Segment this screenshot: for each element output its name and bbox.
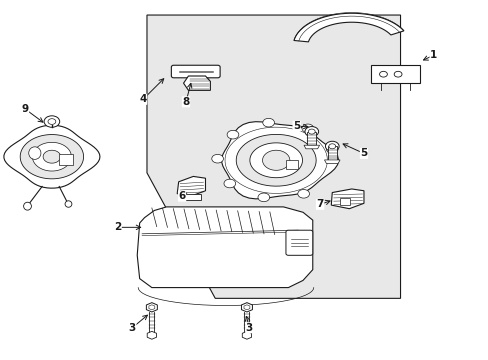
Polygon shape [236, 134, 316, 186]
Circle shape [325, 145, 337, 153]
FancyBboxPatch shape [327, 146, 336, 160]
Ellipse shape [23, 202, 31, 210]
Polygon shape [324, 160, 339, 163]
Ellipse shape [29, 147, 41, 159]
Polygon shape [221, 122, 338, 199]
Polygon shape [244, 305, 249, 310]
Circle shape [393, 71, 401, 77]
Polygon shape [177, 176, 205, 196]
FancyBboxPatch shape [59, 154, 73, 165]
FancyBboxPatch shape [285, 230, 312, 255]
FancyBboxPatch shape [339, 198, 349, 205]
Ellipse shape [65, 201, 72, 207]
Polygon shape [262, 150, 289, 170]
Polygon shape [148, 305, 155, 310]
Text: 7: 7 [316, 199, 323, 210]
Polygon shape [183, 76, 210, 90]
FancyBboxPatch shape [285, 160, 298, 169]
Circle shape [258, 193, 269, 202]
Circle shape [297, 189, 309, 198]
Text: 9: 9 [21, 104, 29, 114]
Circle shape [211, 154, 223, 163]
Circle shape [328, 144, 335, 149]
Polygon shape [43, 150, 61, 163]
Circle shape [379, 71, 386, 77]
Text: 8: 8 [182, 97, 189, 107]
Polygon shape [293, 13, 403, 42]
Text: 1: 1 [429, 50, 436, 60]
Text: 6: 6 [178, 191, 185, 201]
Text: 3: 3 [128, 323, 136, 333]
FancyBboxPatch shape [307, 132, 316, 145]
Polygon shape [330, 189, 363, 209]
Polygon shape [147, 15, 400, 298]
FancyBboxPatch shape [181, 194, 200, 200]
Circle shape [302, 124, 313, 132]
Circle shape [224, 179, 235, 188]
Circle shape [325, 141, 338, 151]
Circle shape [44, 116, 60, 127]
Polygon shape [137, 207, 312, 288]
Polygon shape [249, 143, 302, 178]
Polygon shape [20, 135, 83, 179]
Polygon shape [242, 331, 251, 339]
Circle shape [48, 119, 56, 125]
Circle shape [305, 127, 318, 136]
Circle shape [262, 118, 274, 127]
Text: 3: 3 [245, 323, 252, 333]
Polygon shape [146, 303, 157, 312]
Polygon shape [304, 145, 319, 149]
Polygon shape [4, 125, 100, 188]
Text: 5: 5 [360, 148, 367, 158]
FancyBboxPatch shape [171, 65, 220, 78]
Polygon shape [241, 303, 252, 312]
Circle shape [226, 130, 238, 139]
Text: 2: 2 [114, 222, 121, 232]
Circle shape [308, 129, 315, 134]
Text: 5: 5 [292, 121, 300, 131]
Text: 4: 4 [139, 94, 146, 104]
Polygon shape [32, 142, 71, 171]
Polygon shape [147, 331, 156, 339]
FancyBboxPatch shape [370, 65, 419, 83]
